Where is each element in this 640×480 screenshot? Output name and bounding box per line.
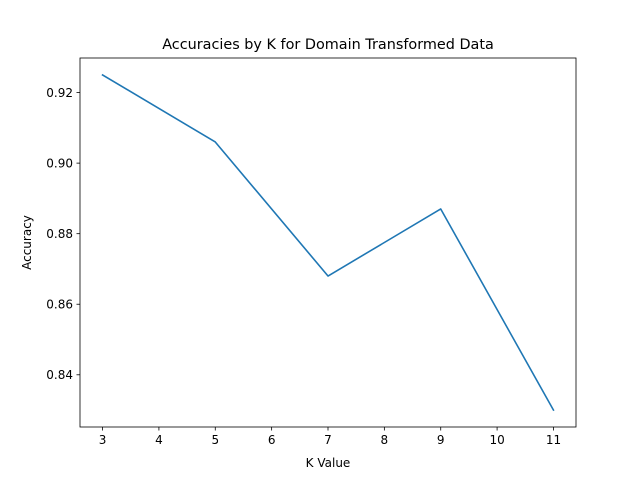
plot-area: [79, 57, 577, 428]
y-tick-label: 0.86: [46, 298, 73, 312]
x-tick-label: 4: [155, 433, 163, 447]
y-tick-label: 0.92: [46, 86, 73, 100]
series-layer: [101, 73, 555, 412]
x-tick-label: 10: [489, 433, 504, 447]
x-tick-label: 5: [211, 433, 219, 447]
x-tick-label: 9: [437, 433, 445, 447]
x-tick-label: 3: [99, 433, 107, 447]
x-axis-label: K Value: [306, 456, 351, 470]
chart-title: Accuracies by K for Domain Transformed D…: [162, 37, 494, 53]
x-tick-label: 6: [268, 433, 276, 447]
y-axis: 0.84 0.86 0.88 0.90 0.92: [46, 86, 80, 382]
y-tick-label: 0.90: [46, 156, 73, 170]
x-tick-label: 8: [381, 433, 389, 447]
x-axis: 3 4 5 6 7 8 9 10 11: [99, 427, 561, 447]
y-tick-label: 0.88: [46, 227, 73, 241]
x-tick-label: 7: [324, 433, 332, 447]
y-axis-label: Accuracy: [20, 215, 34, 270]
series-line: [101, 73, 555, 412]
y-tick-label: 0.84: [46, 368, 73, 382]
x-tick-label: 11: [546, 433, 561, 447]
